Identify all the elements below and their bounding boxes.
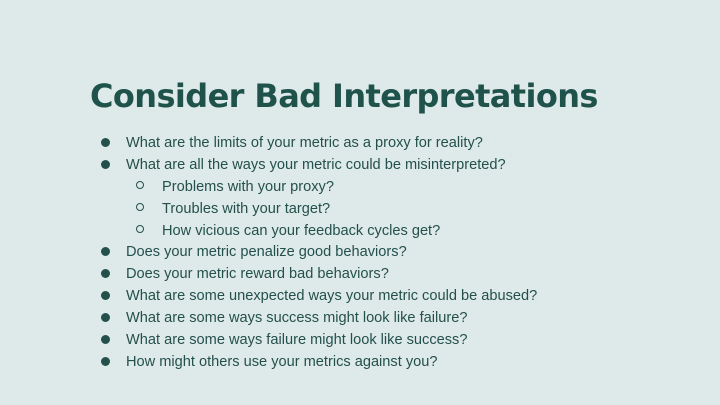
sub-bullet-text: How vicious can your feedback cycles get… — [162, 222, 441, 239]
sub-bullet-text: Troubles with your target? — [162, 200, 331, 217]
bullet-item: How might others use your metrics agains… — [0, 352, 720, 374]
bullet-dot-icon — [99, 133, 111, 155]
bullet-ring-icon — [134, 199, 146, 221]
sub-bullet-item: How vicious can your feedback cycles get… — [0, 221, 720, 243]
slide-title: Consider Bad Interpretations — [90, 77, 598, 115]
bullet-text: What are the limits of your metric as a … — [126, 135, 483, 151]
bullet-ring-icon — [134, 221, 146, 243]
bullet-dot-icon — [99, 352, 111, 374]
bullet-text: Does your metric penalize good behaviors… — [126, 244, 407, 261]
bullet-dot-icon — [99, 286, 111, 308]
bullet-dot-icon — [99, 330, 111, 352]
sub-bullet-item: Problems with your proxy? — [0, 177, 720, 199]
bullet-dot-icon — [99, 308, 111, 330]
bullet-text: How might others use your metrics agains… — [126, 353, 438, 370]
sub-bullet-item: Troubles with your target? — [0, 199, 720, 221]
bullet-item: What are the limits of your metric as a … — [0, 133, 720, 155]
bullet-item: What are some ways success might look li… — [0, 308, 720, 330]
bullet-item: What are some ways failure might look li… — [0, 330, 720, 352]
bullet-dot-icon — [99, 264, 111, 286]
bullet-dot-icon — [99, 155, 111, 177]
bullet-item: What are some unexpected ways your metri… — [0, 286, 720, 308]
bullet-list: What are the limits of your metric as a … — [0, 133, 720, 374]
bullet-text: What are some unexpected ways your metri… — [126, 288, 538, 305]
bullet-text: What are some ways success might look li… — [126, 310, 468, 327]
bullet-dot-icon — [99, 242, 111, 264]
bullet-text: What are some ways failure might look li… — [126, 332, 468, 349]
sub-bullet-text: Problems with your proxy? — [162, 178, 334, 195]
bullet-text: What are all the ways your metric could … — [126, 156, 506, 173]
bullet-item: Does your metric reward bad behaviors? — [0, 264, 720, 286]
bullet-ring-icon — [134, 177, 146, 199]
bullet-item: Does your metric penalize good behaviors… — [0, 242, 720, 264]
bullet-item: What are all the ways your metric could … — [0, 155, 720, 177]
bullet-text: Does your metric reward bad behaviors? — [126, 266, 389, 283]
